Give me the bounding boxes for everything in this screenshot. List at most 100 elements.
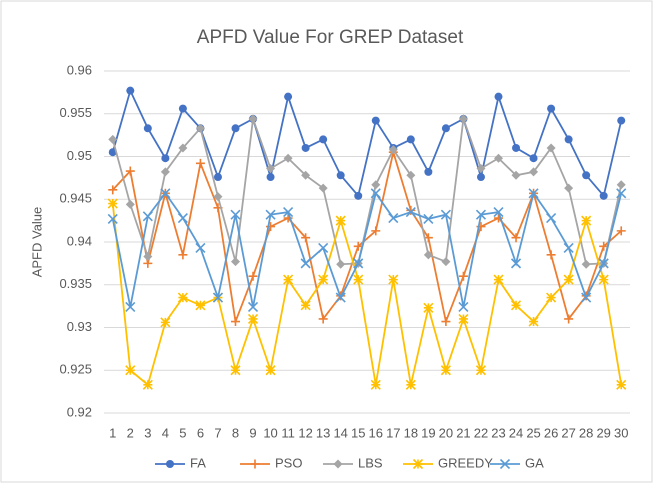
x-tick-label: 8 bbox=[232, 425, 239, 440]
data-point bbox=[335, 292, 346, 303]
data-point bbox=[300, 258, 311, 269]
y-tick-label: 0.96 bbox=[67, 62, 92, 77]
data-point bbox=[283, 207, 294, 218]
data-point bbox=[265, 365, 276, 376]
legend-marker bbox=[250, 459, 260, 469]
data-point bbox=[212, 292, 224, 303]
data-point bbox=[563, 274, 574, 285]
data-point bbox=[335, 215, 346, 226]
data-point bbox=[143, 124, 152, 133]
data-point bbox=[616, 180, 626, 190]
x-tick-label: 14 bbox=[333, 425, 347, 440]
data-point bbox=[475, 209, 487, 220]
data-point bbox=[231, 317, 240, 327]
data-point bbox=[301, 170, 311, 180]
data-point bbox=[300, 300, 311, 311]
data-point bbox=[528, 188, 539, 199]
data-point bbox=[546, 250, 556, 260]
x-tick-label: 18 bbox=[404, 425, 418, 440]
data-point bbox=[493, 274, 504, 285]
data-point bbox=[126, 86, 135, 95]
legend-marker bbox=[499, 458, 511, 470]
data-point bbox=[546, 212, 557, 224]
legend-marker bbox=[412, 458, 424, 470]
y-tick-label: 0.94 bbox=[67, 233, 92, 248]
data-point bbox=[598, 274, 609, 285]
data-point bbox=[582, 171, 591, 180]
data-point bbox=[441, 257, 451, 267]
data-point bbox=[248, 114, 258, 124]
data-point bbox=[494, 92, 503, 101]
legend-marker bbox=[166, 460, 174, 468]
y-tick-label: 0.955 bbox=[59, 105, 92, 120]
x-tick-label: 27 bbox=[561, 425, 575, 440]
data-point bbox=[178, 104, 187, 113]
data-point bbox=[230, 365, 241, 376]
data-point bbox=[406, 170, 416, 180]
x-tick-label: 2 bbox=[127, 425, 134, 440]
data-point bbox=[230, 209, 241, 220]
data-point bbox=[195, 300, 206, 311]
data-point bbox=[125, 199, 135, 209]
data-point bbox=[547, 104, 556, 113]
data-point bbox=[125, 365, 136, 376]
data-point bbox=[125, 166, 135, 176]
data-point bbox=[529, 167, 539, 177]
data-point bbox=[406, 205, 416, 215]
data-point bbox=[581, 215, 592, 226]
data-point bbox=[107, 198, 118, 209]
x-tick-label: 11 bbox=[281, 425, 295, 440]
data-point bbox=[108, 185, 118, 195]
legend-label: LBS bbox=[358, 455, 383, 470]
data-point bbox=[371, 180, 381, 190]
y-axis-label: APFD Value bbox=[29, 207, 44, 278]
data-point bbox=[195, 158, 205, 168]
data-point bbox=[195, 242, 206, 254]
series-line bbox=[111, 88, 623, 198]
data-point bbox=[177, 212, 188, 224]
data-point bbox=[599, 191, 608, 200]
legend-label: PSO bbox=[275, 455, 302, 470]
data-point bbox=[247, 313, 259, 325]
data-point bbox=[318, 274, 329, 285]
x-tick-label: 17 bbox=[386, 425, 400, 440]
data-point bbox=[336, 259, 346, 269]
data-point bbox=[266, 163, 276, 173]
data-point bbox=[406, 135, 415, 144]
x-tick-label: 7 bbox=[214, 425, 221, 440]
data-point bbox=[248, 271, 258, 281]
data-point bbox=[142, 379, 153, 390]
data-point bbox=[441, 124, 450, 133]
data-point bbox=[318, 242, 329, 254]
data-point bbox=[283, 274, 294, 285]
data-point bbox=[564, 135, 573, 144]
data-point bbox=[370, 188, 381, 199]
data-point bbox=[354, 191, 363, 200]
data-point bbox=[424, 167, 433, 176]
data-point bbox=[494, 153, 503, 163]
data-point bbox=[231, 257, 240, 267]
data-point bbox=[388, 274, 399, 285]
y-tick-label: 0.95 bbox=[67, 148, 92, 163]
x-tick-label: 24 bbox=[509, 425, 523, 440]
data-point bbox=[266, 173, 275, 182]
x-tick-label: 5 bbox=[179, 425, 186, 440]
x-tick-label: 26 bbox=[544, 425, 558, 440]
data-point bbox=[178, 143, 188, 153]
data-point bbox=[160, 167, 170, 177]
data-point bbox=[161, 154, 170, 163]
data-point bbox=[142, 211, 153, 222]
data-point bbox=[564, 314, 574, 324]
data-point bbox=[301, 143, 310, 152]
x-tick-label: 9 bbox=[249, 425, 256, 440]
data-point bbox=[107, 213, 118, 224]
data-point bbox=[564, 183, 574, 193]
chart-title: APFD Value For GREP Dataset bbox=[197, 27, 464, 48]
data-point bbox=[494, 213, 503, 223]
legend-label: GA bbox=[525, 455, 544, 470]
data-point bbox=[529, 154, 538, 163]
data-point bbox=[177, 292, 188, 303]
data-point bbox=[301, 233, 311, 243]
series-line bbox=[111, 118, 623, 266]
data-point bbox=[510, 258, 522, 269]
